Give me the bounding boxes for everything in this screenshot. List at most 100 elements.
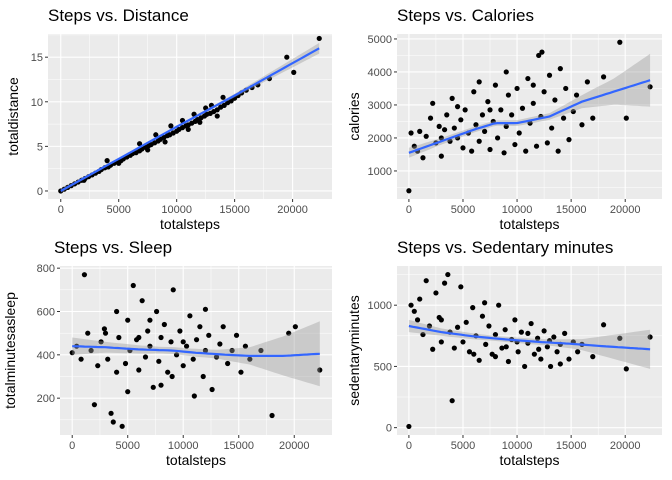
data-point — [460, 145, 466, 151]
x-tick-label: 0 — [69, 440, 75, 452]
x-tick-label: 5000 — [106, 204, 130, 216]
x-tick-label: 5000 — [451, 204, 475, 216]
data-point — [566, 356, 572, 362]
x-axis-label: totalsteps — [500, 216, 560, 232]
data-point — [549, 125, 555, 131]
data-point — [503, 123, 509, 129]
data-point — [169, 373, 175, 380]
y-axis-label: sedentaryminutes — [346, 295, 362, 406]
data-point — [590, 115, 596, 121]
data-point — [516, 130, 522, 136]
y-tick-label: 1000 — [368, 300, 392, 312]
data-point — [560, 115, 567, 121]
data-point — [136, 141, 143, 147]
data-point — [233, 332, 240, 338]
data-point — [449, 398, 455, 404]
data-point — [214, 113, 220, 119]
data-point — [487, 146, 493, 153]
x-tick-label: 0 — [406, 440, 412, 452]
data-point — [225, 360, 231, 367]
data-point — [557, 66, 563, 72]
data-point — [145, 328, 151, 334]
data-point — [458, 117, 464, 123]
chart-steps-vs-distance: 0 5000 10000 15000 20000 0 5 10 15 Steps vs. Dist… — [5, 6, 332, 232]
data-point — [482, 128, 488, 134]
data-point — [291, 69, 297, 75]
y-tick-label: 15 — [31, 52, 43, 64]
y-tick-label: 0 — [386, 423, 392, 435]
smooth-line — [72, 345, 320, 357]
y-tick-label: 800 — [37, 263, 55, 275]
x-tick-label: 20000 — [610, 204, 641, 216]
data-point — [458, 284, 464, 290]
data-point — [579, 122, 585, 128]
data-point — [575, 349, 581, 355]
data-point — [536, 346, 542, 352]
chart-steps-vs-calories: 0 5000 10000 15000 20000 1000 2000 3000 4000 5000… — [346, 6, 662, 232]
data-point — [519, 105, 526, 111]
x-tick-label: 20000 — [277, 204, 308, 216]
data-point — [417, 128, 423, 134]
data-point — [436, 123, 442, 129]
data-point — [451, 125, 457, 131]
data-point — [438, 135, 444, 141]
y-tick-label: 5000 — [368, 34, 392, 46]
data-point — [217, 341, 223, 347]
data-point — [523, 148, 529, 154]
data-point — [551, 334, 557, 340]
data-point — [269, 412, 275, 419]
data-point — [177, 328, 183, 334]
data-point — [451, 345, 457, 351]
x-tick-label: 5000 — [451, 440, 475, 452]
data-point — [509, 112, 515, 118]
data-point — [180, 363, 186, 369]
data-point — [454, 104, 461, 110]
panel-title: Steps vs. Calories — [397, 6, 534, 25]
data-point — [473, 122, 479, 128]
data-point — [503, 69, 509, 75]
panel-title: Steps vs. Sedentary minutes — [397, 238, 613, 257]
data-point — [168, 123, 174, 129]
data-point — [238, 369, 244, 375]
data-point — [590, 354, 596, 360]
data-point — [161, 321, 167, 328]
smooth-line — [408, 324, 651, 351]
data-point — [530, 100, 536, 106]
y-tick-label: 500 — [374, 361, 392, 373]
panel-background — [397, 266, 662, 435]
data-point — [476, 79, 482, 85]
data-point — [505, 358, 512, 365]
data-point — [441, 280, 448, 286]
smooth-line — [408, 79, 651, 154]
panel-title: Steps vs. Sleep — [54, 238, 172, 257]
data-point — [471, 351, 477, 357]
data-point — [69, 350, 75, 356]
data-point — [420, 331, 426, 338]
x-tick-label: 15000 — [556, 440, 587, 452]
data-point — [406, 188, 412, 194]
data-point — [88, 347, 94, 354]
y-tick-label: 10 — [31, 97, 43, 109]
data-point — [316, 35, 322, 42]
data-point — [433, 290, 439, 296]
data-point — [536, 52, 542, 59]
data-point — [557, 361, 563, 367]
data-point — [539, 49, 545, 55]
chart-steps-vs-sedentary-minutes: 0 5000 10000 15000 20000 0 500 1000 Steps vs. Se… — [346, 238, 662, 468]
data-point — [170, 287, 176, 293]
y-tick-label: 600 — [37, 307, 55, 319]
confidence-band — [408, 319, 651, 369]
data-point — [191, 393, 197, 399]
data-point — [136, 334, 142, 341]
data-point — [85, 330, 91, 336]
data-point — [438, 153, 444, 159]
data-point — [317, 367, 323, 373]
x-tick-label: 15000 — [219, 204, 250, 216]
data-point — [544, 344, 550, 350]
data-point — [623, 366, 629, 372]
x-tick-label: 10000 — [161, 204, 192, 216]
data-point — [501, 150, 507, 156]
data-point — [156, 358, 162, 364]
data-point — [430, 346, 436, 352]
data-point — [479, 112, 486, 118]
